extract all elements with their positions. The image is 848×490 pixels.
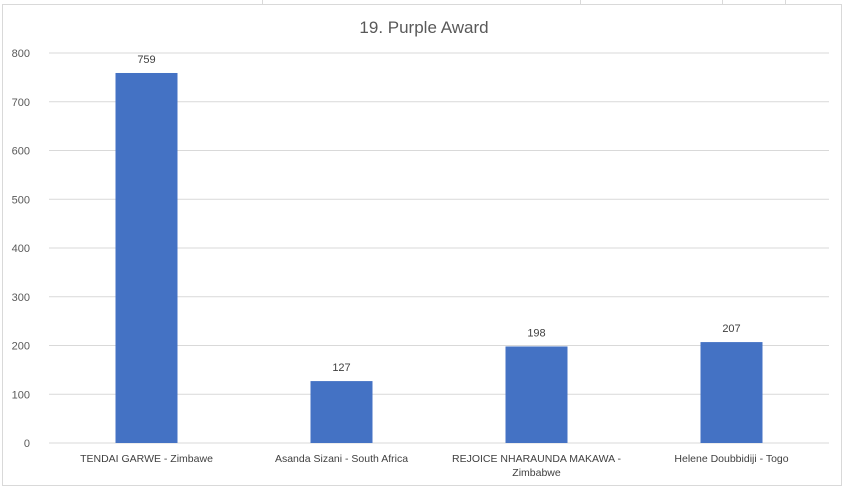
bar[interactable] [115, 72, 178, 444]
y-tick-label: 500 [12, 194, 30, 206]
chart-object[interactable]: 19. Purple Award 0 100 200 300 400 500 600 700 8… [2, 4, 842, 486]
y-tick-label: 100 [12, 389, 30, 401]
y-tick-label: 800 [12, 48, 30, 60]
data-label: 198 [527, 327, 545, 339]
y-tick-label: 300 [12, 292, 30, 304]
y-axis-ticks: 0 100 200 300 400 500 600 700 800 [12, 48, 30, 450]
bar[interactable] [310, 381, 373, 443]
data-label: 207 [722, 323, 740, 335]
bar-chart: 19. Purple Award 0 100 200 300 400 500 600 700 8… [12, 18, 829, 479]
bar[interactable] [505, 346, 568, 443]
category-label: Helene Doubbidiji - Togo [674, 453, 788, 465]
y-tick-label: 600 [12, 146, 30, 158]
data-labels: 759 127 198 207 [137, 54, 740, 374]
chart-title: 19. Purple Award [359, 18, 488, 37]
category-label: Zimbabwe [512, 467, 561, 479]
y-tick-label: 0 [24, 438, 30, 450]
data-label: 759 [137, 54, 155, 66]
category-label: REJOICE NHARAUNDA MAKAWA - [452, 453, 621, 465]
category-label: TENDAI GARWE - Zimbawe [80, 453, 213, 465]
category-label: Asanda Sizani - South Africa [275, 453, 408, 465]
bar[interactable] [700, 342, 763, 443]
data-label: 127 [332, 362, 350, 374]
bars [115, 72, 763, 444]
y-tick-label: 700 [12, 97, 30, 109]
y-tick-label: 400 [12, 243, 30, 255]
y-tick-label: 200 [12, 341, 30, 353]
category-labels: TENDAI GARWE - Zimbawe Asanda Sizani - So… [80, 453, 789, 479]
gridlines [49, 52, 829, 444]
